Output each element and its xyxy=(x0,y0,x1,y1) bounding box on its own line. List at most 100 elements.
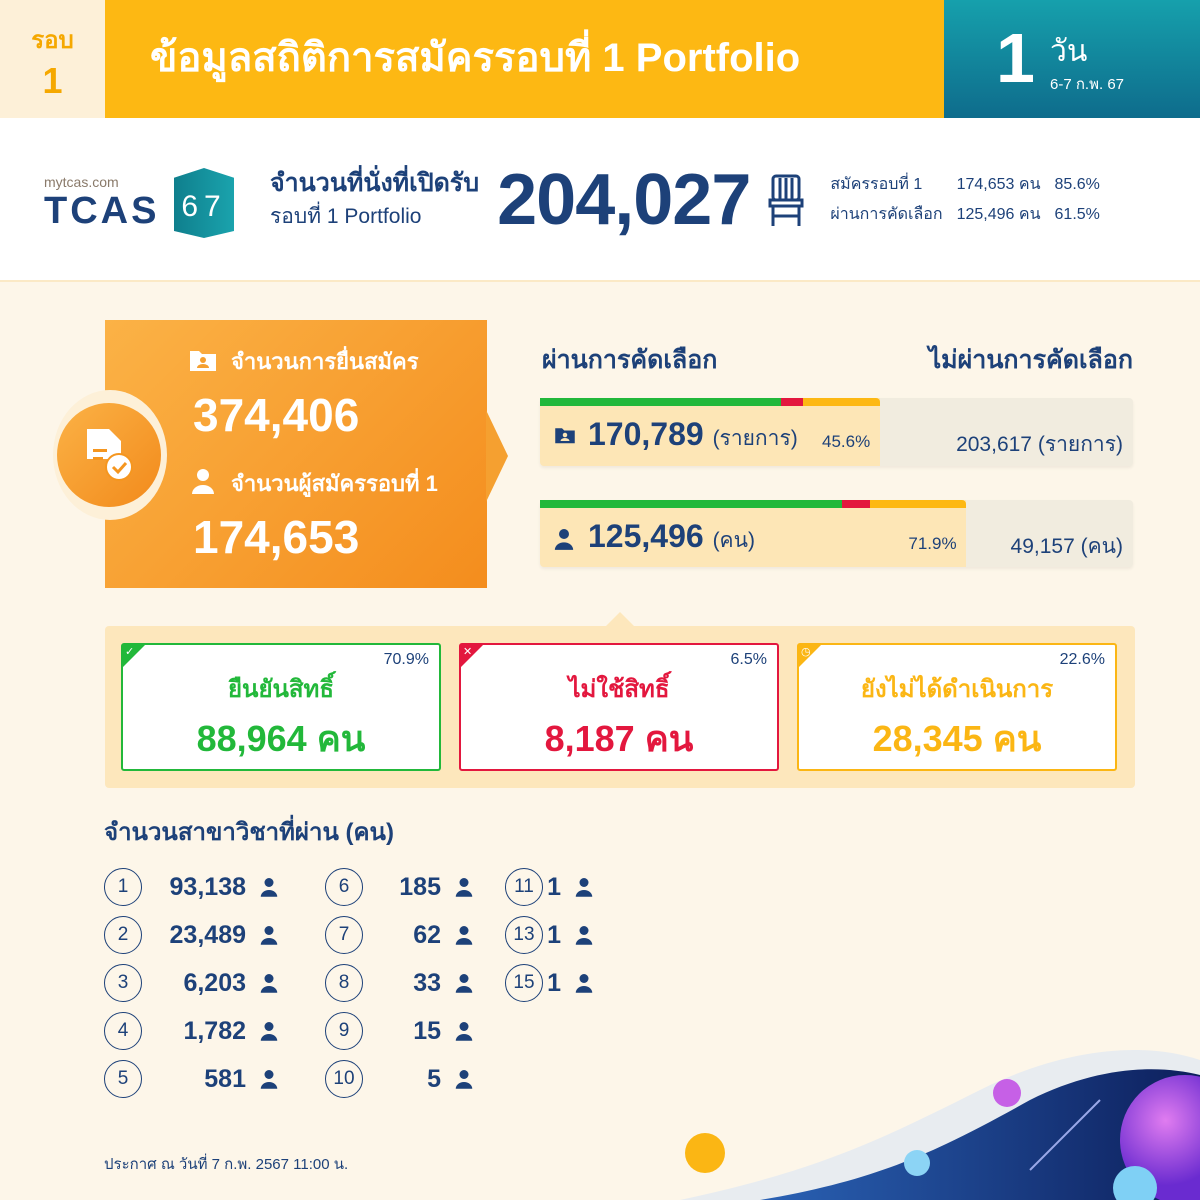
clock-icon: ◷ xyxy=(801,646,811,658)
major-count-value: 93,138 xyxy=(169,872,246,901)
declined-stripe xyxy=(781,398,804,406)
check-icon: ✓ xyxy=(125,646,135,658)
failed-heading: ไม่ผ่านการคัดเลือก xyxy=(928,346,1133,374)
major-count-item: 13 1 xyxy=(505,916,593,954)
folder-user-icon xyxy=(555,428,575,444)
applications-value: 374,406 xyxy=(193,389,360,441)
stat-percent: 85.6% xyxy=(1054,176,1100,193)
majors-title: จำนวนสาขาวิชาที่ผ่าน (คน) xyxy=(104,819,394,846)
corner-flag xyxy=(461,645,483,667)
passed-heading: ผ่านการคัดเลือก xyxy=(542,346,718,374)
seats-value: 204,027 xyxy=(497,160,751,240)
major-count-value: 1 xyxy=(547,920,561,949)
document-check-icon xyxy=(87,429,133,481)
chair-icon xyxy=(768,174,804,226)
major-count-value: 581 xyxy=(204,1064,246,1093)
major-count-badge: 15 xyxy=(505,964,543,1002)
stat-row: ผ่านการคัดเลือก 125,496 คน 61.5% xyxy=(830,200,1100,230)
round-badge: รอบ 1 xyxy=(0,0,105,118)
logo-year: 67 xyxy=(174,168,234,238)
outcome-title: ไม่ใช้สิทธิ์ xyxy=(568,676,670,703)
applicants-selection-bar: 125,496 (คน) 71.9% 49,157 (คน) xyxy=(540,500,1133,567)
stat-percent: 61.5% xyxy=(1054,206,1100,223)
major-count-badge: 8 xyxy=(325,964,363,1002)
user-icon xyxy=(192,469,214,494)
outcome-card: ◷ ยังไม่ได้ดำเนินการ 22.6% 28,345 คน xyxy=(797,643,1117,771)
major-count-value: 6,203 xyxy=(183,968,246,997)
major-count-value: 62 xyxy=(413,920,441,949)
applicants-value: 174,653 xyxy=(193,511,360,563)
tcas-logo: mytcas.com TCAS 67 xyxy=(44,168,236,238)
round-label: รอบ xyxy=(31,27,74,54)
major-count-item: 11 1 xyxy=(505,868,593,906)
stat-row: สมัครรอบที่ 1 174,653 คน 85.6% xyxy=(830,170,1100,200)
confirmed-stripe xyxy=(540,398,782,406)
outcome-value: 8,187 คน xyxy=(544,718,694,759)
logo-site: mytcas.com xyxy=(44,174,119,190)
major-count-value: 33 xyxy=(413,968,441,997)
outcome-title: ยืนยันสิทธิ์ xyxy=(227,676,335,703)
declined-stripe xyxy=(842,500,870,508)
passed-fill xyxy=(540,398,880,466)
major-count-item: 10 5 xyxy=(325,1060,473,1098)
major-count-value: 1 xyxy=(547,968,561,997)
outcome-percent: 70.9% xyxy=(383,651,429,668)
x-icon: ✕ xyxy=(463,646,473,658)
applications-selection-bar: 170,789 (รายการ) 45.6% 203,617 (รายการ) xyxy=(540,398,1133,466)
user-icon xyxy=(455,1070,473,1089)
user-icon xyxy=(575,878,593,897)
major-count-value: 5 xyxy=(427,1064,441,1093)
major-count-item: 7 62 xyxy=(325,916,473,954)
passed-value: 170,789 (รายการ) xyxy=(588,416,798,452)
major-count-value: 23,489 xyxy=(169,920,246,949)
user-icon xyxy=(455,974,473,993)
outcome-value: 88,964 คน xyxy=(196,718,366,759)
failed-value: 203,617 (รายการ) xyxy=(956,433,1123,456)
major-count-badge: 4 xyxy=(104,1012,142,1050)
days-badge: 1 วัน 6-7 ก.พ. 67 xyxy=(944,0,1200,118)
confirmed-stripe xyxy=(540,500,843,508)
major-count-badge: 11 xyxy=(505,868,543,906)
major-count-badge: 6 xyxy=(325,868,363,906)
major-count-value: 185 xyxy=(399,872,441,901)
major-count-item: 3 6,203 xyxy=(104,964,278,1002)
days-number: 1 xyxy=(996,19,1035,97)
major-count-badge: 13 xyxy=(505,916,543,954)
outcome-percent: 22.6% xyxy=(1059,651,1105,668)
major-count-value: 1 xyxy=(547,872,561,901)
corner-flag xyxy=(799,645,821,667)
page-title: ข้อมูลสถิติการสมัครรอบที่ 1 Portfolio xyxy=(105,0,944,118)
stat-label: ผ่านการคัดเลือก xyxy=(830,206,943,223)
outcome-percent: 6.5% xyxy=(730,651,767,668)
space-wave-decoration xyxy=(680,1050,1200,1200)
user-icon xyxy=(455,1022,473,1041)
outcome-card: ✓ ยืนยันสิทธิ์ 70.9% 88,964 คน xyxy=(121,643,441,771)
user-icon xyxy=(260,974,278,993)
pending-stripe xyxy=(803,398,880,406)
seats-summary: จำนวนที่นั่งที่เปิดรับ รอบที่ 1 Portfoli… xyxy=(270,150,1100,250)
major-count-badge: 2 xyxy=(104,916,142,954)
date-range: 6-7 ก.พ. 67 xyxy=(1050,76,1125,93)
applicants-label: จำนวนผู้สมัครรอบที่ 1 xyxy=(231,471,438,496)
stat-label: สมัครรอบที่ 1 xyxy=(830,176,923,193)
arrow-pointer xyxy=(486,410,508,502)
major-count-item: 6 185 xyxy=(325,868,473,906)
seat-stats: สมัครรอบที่ 1 174,653 คน 85.6% ผ่านการคัดเ… xyxy=(830,170,1100,230)
failed-value: 49,157 (คน) xyxy=(1010,535,1123,558)
document-check-badge xyxy=(53,390,167,520)
stat-value: 174,653 คน xyxy=(956,176,1041,193)
user-icon xyxy=(260,1022,278,1041)
round-number: 1 xyxy=(42,60,63,101)
major-count-badge: 7 xyxy=(325,916,363,954)
corner-flag xyxy=(123,645,145,667)
major-count-item: 2 23,489 xyxy=(104,916,278,954)
outcome-card: ✕ ไม่ใช้สิทธิ์ 6.5% 8,187 คน xyxy=(459,643,779,771)
major-count-item: 8 33 xyxy=(325,964,473,1002)
user-icon xyxy=(575,926,593,945)
user-icon xyxy=(260,878,278,897)
major-count-item: 5 581 xyxy=(104,1060,278,1098)
major-count-badge: 9 xyxy=(325,1012,363,1050)
passed-percent: 45.6% xyxy=(822,432,871,451)
user-icon xyxy=(260,926,278,945)
logo-brand: TCAS xyxy=(44,190,160,232)
